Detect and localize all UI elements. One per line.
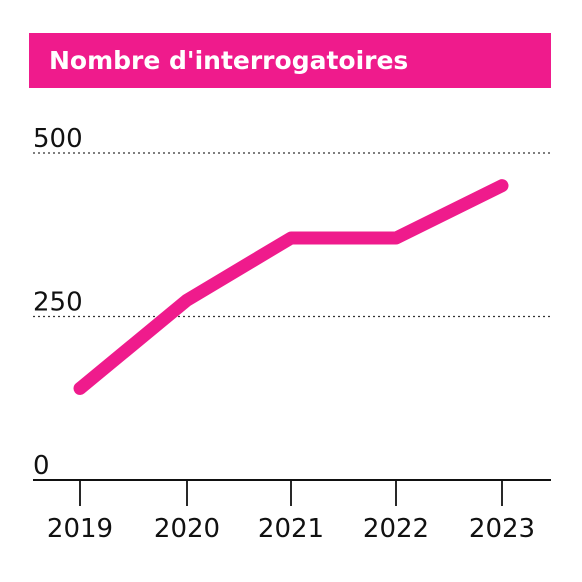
- y-axis-labels: 0 250 500: [33, 124, 83, 481]
- x-tick-label-2020: 2020: [154, 514, 220, 544]
- y-tick-label-0: 0: [33, 451, 50, 481]
- series-line-0: [73, 179, 509, 395]
- chart-title-banner: Nombre d'interrogatoires: [29, 33, 551, 88]
- x-axis-ticks: [79, 480, 503, 506]
- chart-title: Nombre d'interrogatoires: [49, 46, 409, 75]
- y-tick-label-250: 250: [33, 288, 83, 318]
- series-layer: [73, 179, 509, 395]
- x-tick-label-2019: 2019: [47, 514, 113, 544]
- x-tick-label-2023: 2023: [469, 514, 535, 544]
- x-axis-labels: 2019 2020 2021 2022 2023: [47, 514, 535, 544]
- gridlines: [33, 152, 551, 318]
- x-tick-label-2022: 2022: [363, 514, 429, 544]
- x-tick-label-2021: 2021: [258, 514, 324, 544]
- y-tick-label-500: 500: [33, 124, 83, 154]
